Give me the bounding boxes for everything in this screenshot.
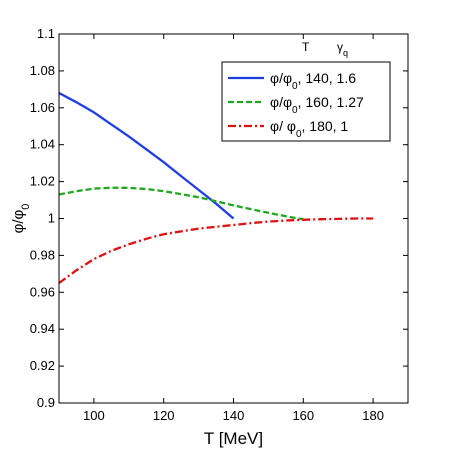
y-tick-label-9: 1.08 [30, 63, 55, 78]
x-tick-label-140: 140 [223, 408, 245, 423]
y-axis-label-main: φ/φ [10, 209, 27, 233]
legend-header-gamma: γ [337, 40, 343, 54]
ticks-layer: 100 120 140 160 180 0.9 0.92 0.94 0.96 0.98 1 1.02 1… [30, 26, 408, 423]
legend-label-sub-0: 0 [292, 81, 298, 92]
legend-label-main-1: φ/φ [270, 94, 292, 110]
legend-label-main-0: φ/φ [270, 70, 292, 86]
y-tick-label-4: 0.98 [30, 247, 55, 262]
x-tick-label-180: 180 [362, 408, 384, 423]
series-line-2 [58, 217, 374, 285]
legend-label-sub-1: 0 [292, 105, 298, 116]
x-tick-label-160: 160 [292, 408, 314, 423]
y-tick-label-1: 0.92 [30, 358, 55, 373]
legend-label-1: φ/φ0, 160, 1.27 [270, 94, 364, 116]
x-tick-label-100: 100 [83, 408, 105, 423]
legend: φ/φ0, 140, 1.6φ/φ0, 160, 1.27φ/ φ0, 180,… [221, 61, 391, 142]
legend-label-sub-2: 0 [296, 129, 302, 140]
legend-header-col1: T [302, 40, 310, 54]
y-axis-label: φ/φ0 [10, 204, 32, 234]
legend-label-rest-0: , 140, 1.6 [298, 70, 357, 86]
legend-entries: φ/φ0, 140, 1.6φ/φ0, 160, 1.27φ/ φ0, 180,… [228, 70, 364, 140]
x-tick-label-120: 120 [153, 408, 175, 423]
legend-label-main-2: φ/ φ [270, 118, 296, 134]
y-tick-label-10: 1.1 [37, 26, 55, 41]
y-tick-label-7: 1.04 [30, 137, 55, 152]
series-line-1 [58, 186, 304, 221]
legend-header-gamma-sub: q [343, 48, 348, 58]
series-layer [58, 91, 374, 285]
y-tick-label-2: 0.94 [30, 321, 55, 336]
y-axis-label-sub: 0 [20, 204, 32, 210]
legend-label-0: φ/φ0, 140, 1.6 [270, 70, 356, 92]
legend-label-2: φ/ φ0, 180, 1 [270, 118, 348, 140]
x-axis-label: T [MeV] [204, 429, 263, 448]
y-tick-label-0: 0.9 [37, 395, 55, 410]
y-tick-label-3: 0.96 [30, 284, 55, 299]
y-tick-label-8: 1.06 [30, 100, 55, 115]
legend-header-col2: γq [337, 40, 348, 58]
y-tick-label-6: 1.02 [30, 174, 55, 189]
y-tick-label-5: 1 [48, 211, 55, 226]
legend-label-rest-1: , 160, 1.27 [298, 94, 364, 110]
series-line-0 [58, 91, 235, 220]
legend-label-rest-2: , 180, 1 [302, 118, 349, 134]
